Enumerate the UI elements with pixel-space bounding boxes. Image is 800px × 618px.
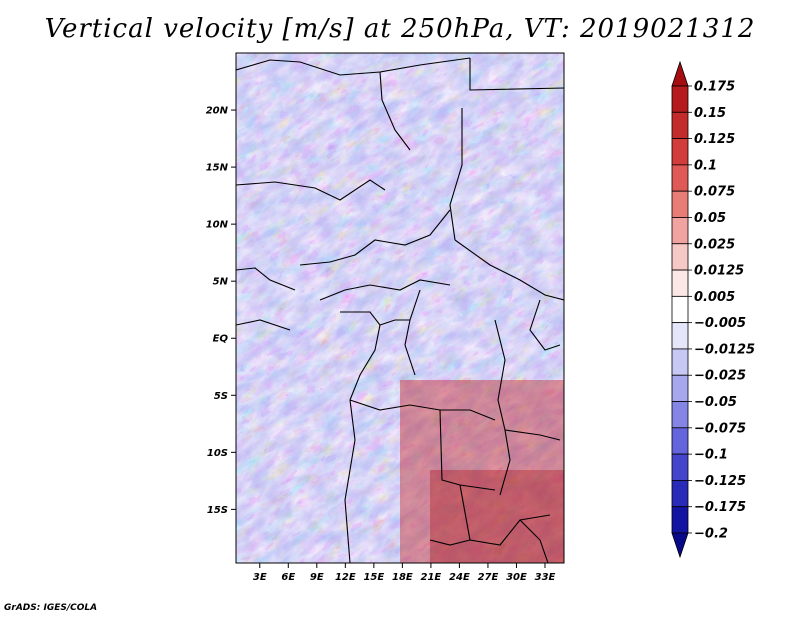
- colorbar-bin: [671, 295, 689, 324]
- colorbar-label: −0.2: [694, 527, 728, 542]
- lat-tick-label: 20N: [206, 106, 229, 117]
- colorbar-label: 0.0125: [694, 264, 744, 279]
- colorbar-bin: [671, 401, 689, 429]
- colorbar-label: 0.075: [694, 185, 735, 200]
- map-panel: [235, 52, 565, 564]
- colorbar-label: 0.005: [694, 290, 735, 305]
- lon-tick-label: 27E: [478, 572, 499, 583]
- lat-tick-label: 10N: [206, 220, 229, 231]
- lon-tick-label: 15E: [363, 572, 384, 583]
- colorbar-bin: [671, 269, 689, 297]
- colorbar-bin: [671, 190, 689, 218]
- lon-tick-label: 33E: [535, 572, 556, 583]
- colorbar-label: −0.125: [694, 474, 746, 489]
- colorbar-label: 0.05: [694, 211, 726, 226]
- chart-title: Vertical velocity [m/s] at 250hPa, VT: 2…: [44, 14, 756, 44]
- lat-tick-label: 15N: [206, 163, 229, 174]
- colorbar-bin: [671, 427, 689, 455]
- lon-tick-label: 12E: [335, 572, 356, 583]
- colorbar: 0.175 0.15 0.125 0.1 0.075 0.05 0.025 0.0125 0.0…: [671, 60, 755, 559]
- colorbar-bin: [671, 217, 689, 245]
- colorbar-label: 0.1: [694, 158, 717, 173]
- colorbar-bin: [671, 348, 689, 376]
- lon-tick-label: 24E: [449, 572, 470, 583]
- velocity-field: [236, 53, 564, 563]
- updraft-region: [400, 380, 564, 563]
- colorbar-label: −0.1: [694, 448, 728, 463]
- grads-credit: GrADS: IGES/COLA: [4, 603, 98, 613]
- lon-tick-label: 21E: [421, 572, 442, 583]
- lat-tick-label: 10S: [207, 448, 228, 459]
- lon-tick-label: 18E: [392, 572, 413, 583]
- lon-tick-label: 9E: [310, 572, 324, 583]
- colorbar-label: −0.005: [694, 316, 746, 331]
- colorbar-bin: [671, 506, 689, 534]
- country-borders: [236, 57, 564, 563]
- colorbar-bin: [671, 453, 689, 481]
- lat-tick-label: 5N: [213, 277, 229, 288]
- colorbar-label: 0.025: [694, 237, 735, 252]
- lon-tick-label: 30E: [506, 572, 527, 583]
- colorbar-bin: [671, 374, 689, 402]
- colorbar-label: −0.0125: [694, 342, 755, 357]
- colorbar-label: −0.05: [694, 395, 737, 410]
- lat-tick-label: 15S: [207, 505, 228, 516]
- colorbar-bin: [671, 243, 689, 271]
- lat-tick-label: EQ: [213, 334, 229, 345]
- colorbar-label: 0.15: [694, 106, 726, 121]
- colorbar-bin: [671, 138, 689, 166]
- colorbar-label: 0.125: [694, 132, 735, 147]
- latitude-axis: 20N 15N 10N 5N EQ 5S 10S 15S: [206, 106, 236, 516]
- colorbar-top-arrow: [671, 60, 689, 87]
- colorbar-bin: [671, 85, 689, 113]
- colorbar-bin: [671, 164, 689, 192]
- colorbar-label: 0.175: [694, 80, 735, 95]
- colorbar-bin: [671, 111, 689, 139]
- lat-tick-label: 5S: [214, 391, 228, 402]
- longitude-axis: 3E 6E 9E 12E 15E 18E 21E 24E 27E 30E 33E: [253, 563, 556, 583]
- lon-tick-label: 6E: [281, 572, 295, 583]
- colorbar-label: −0.025: [694, 369, 746, 384]
- colorbar-bottom-arrow: [671, 532, 689, 559]
- colorbar-bin: [671, 322, 689, 350]
- colorbar-bin: [671, 480, 689, 508]
- map-frame: [235, 52, 565, 564]
- colorbar-label: −0.075: [694, 421, 746, 436]
- colorbar-label: −0.175: [694, 500, 746, 515]
- lon-tick-label: 3E: [253, 572, 267, 583]
